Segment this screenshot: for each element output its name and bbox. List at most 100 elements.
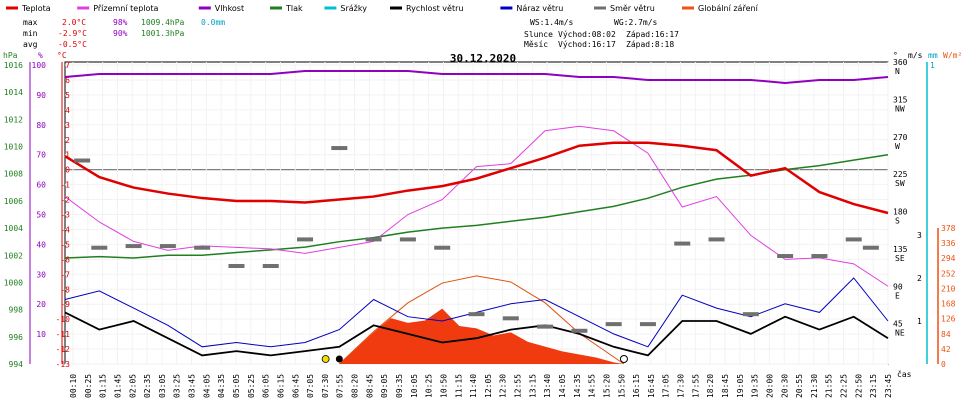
rad-tick: 42 [941, 345, 951, 354]
legend-item: Srážky [340, 4, 367, 13]
hum-tick: 60 [36, 181, 46, 190]
x-tick: 11:40 [469, 374, 478, 398]
temp-tick: -9 [60, 300, 70, 309]
x-tick: 09:05 [380, 374, 389, 398]
humidity-line [64, 69, 889, 84]
stats-max-temp: 2.0°C [62, 18, 86, 27]
x-tick: 09:35 [395, 374, 404, 398]
speed-tick: 3 [917, 231, 922, 240]
x-tick: 19:35 [751, 374, 760, 398]
legend-item: Vlhkost [215, 4, 244, 13]
moon-marker [321, 355, 330, 363]
dir-name: SW [895, 179, 905, 188]
x-tick: 06:05 [262, 374, 271, 398]
direction-point [502, 316, 519, 321]
temp-tick: 4 [65, 106, 70, 115]
press-tick: 1002 [4, 251, 23, 260]
rad-tick: 126 [941, 315, 956, 324]
legend: Teplota Přízemní teplota Vlhkost Tlak Srážky… [6, 4, 759, 13]
legend-item: Přízemní teplota [93, 4, 158, 13]
x-tick: 20:30 [780, 374, 789, 398]
sun-rise: Východ:08:02 [558, 30, 616, 39]
x-tick: 14:55 [588, 374, 597, 398]
stats-avg-label: avg [23, 40, 38, 49]
press-tick: 1012 [4, 115, 23, 124]
x-tick: 11:15 [454, 374, 463, 398]
legend-item: Teplota [21, 4, 51, 13]
direction-point [125, 244, 142, 249]
stats-max-label: max [23, 18, 38, 27]
temp-tick: -4 [60, 225, 70, 234]
dir-unit: ° [893, 51, 898, 60]
temp-tick: 7 [65, 61, 70, 70]
rain-tick: 1 [930, 61, 935, 70]
hum-tick: 10 [36, 330, 46, 339]
x-tick: 15:50 [617, 374, 626, 398]
x-tick: 08:45 [365, 374, 374, 398]
temp-tick: -1 [60, 181, 70, 190]
sunset-marker [619, 355, 628, 363]
direction-point [228, 263, 245, 268]
direction-point [862, 245, 879, 250]
direction-point [537, 324, 554, 329]
x-tick: 17:05 [662, 374, 671, 398]
press-tick: 1004 [4, 224, 23, 233]
moon-rise: Východ:16:17 [558, 40, 616, 49]
direction-point [365, 237, 382, 242]
press-tick: 996 [9, 333, 24, 342]
temp-tick: -7 [60, 270, 70, 279]
direction-point [91, 245, 108, 250]
x-tick: 19:05 [736, 374, 745, 398]
temp-tick: -2 [60, 196, 70, 205]
stats-wg: WG:2.7m/s [614, 18, 658, 27]
rad-tick: 294 [941, 254, 956, 263]
x-tick: 10:50 [439, 374, 448, 398]
direction-point [434, 245, 451, 250]
x-tick: 14:05 [558, 374, 567, 398]
x-tick: 23:15 [869, 374, 878, 398]
x-tick: 03:05 [158, 374, 167, 398]
press-tick: 1000 [4, 278, 23, 287]
direction-point [399, 237, 416, 242]
x-tick: 10:25 [425, 374, 434, 398]
press-tick: 1006 [4, 197, 23, 206]
direction-point [845, 237, 862, 242]
direction-point [331, 146, 348, 151]
speed-tick: 1 [917, 317, 922, 326]
rad-tick: 0 [941, 360, 946, 369]
stats-block: max 2.0°C 98% 1009.4hPa 0.0mm min -2.9°C… [23, 18, 679, 49]
x-tick: 02:05 [128, 374, 137, 398]
hum-tick: 90 [36, 91, 46, 100]
direction-point [639, 322, 656, 327]
x-tick: 07:55 [336, 374, 345, 398]
moon-set: Západ:8:18 [626, 40, 674, 49]
dir-name: W [895, 142, 900, 151]
rad-tick: 210 [941, 284, 956, 293]
x-tick: 08:20 [351, 374, 360, 398]
direction-point [194, 245, 211, 250]
x-tick: 21:55 [825, 374, 834, 398]
x-tick: 22:25 [840, 374, 849, 398]
plot-area [64, 61, 889, 365]
legend-item: Tlak [285, 4, 303, 13]
press-tick: 1010 [4, 143, 23, 152]
temp-tick: -8 [60, 285, 70, 294]
wind-speed-line [64, 311, 889, 357]
x-tick: 12:30 [499, 374, 508, 398]
stats-min-temp: -2.9°C [58, 29, 87, 38]
press-tick: 1014 [4, 88, 23, 97]
stats-min-label: min [23, 29, 38, 38]
stats-avg-temp: -0.5°C [58, 40, 87, 49]
dir-tick: 45 [893, 320, 903, 329]
dir-tick: 315 [893, 95, 908, 104]
x-tick: 12:05 [484, 374, 493, 398]
x-tick: 07:05 [306, 374, 315, 398]
direction-point [811, 254, 828, 259]
direction-point [297, 237, 314, 242]
direction-point [708, 237, 725, 242]
temp-tick: 1 [65, 151, 70, 160]
direction-point [468, 312, 485, 317]
temp-tick: -5 [60, 240, 70, 249]
rad-tick: 84 [941, 330, 951, 339]
direction-point [74, 158, 91, 163]
